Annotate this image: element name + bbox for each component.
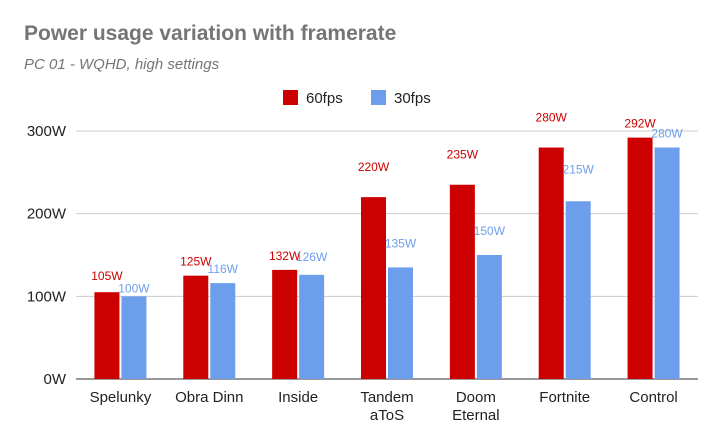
bars xyxy=(94,137,680,379)
data-label: 150W xyxy=(474,224,506,238)
gridlines xyxy=(76,130,698,380)
x-category-label: Spelunky xyxy=(90,389,152,406)
data-label: 280W xyxy=(536,111,568,125)
x-category-label: Obra Dinn xyxy=(175,389,243,406)
bar-30fps xyxy=(210,283,236,379)
bar-30fps xyxy=(388,267,413,379)
data-label: 220W xyxy=(358,160,390,174)
legend: 60fps 30fps xyxy=(283,90,431,107)
data-label: 132W xyxy=(269,249,301,263)
y-tick-label: 0W xyxy=(44,371,67,388)
y-tick-label: 200W xyxy=(27,206,67,223)
data-label: 280W xyxy=(651,127,683,141)
x-category-label: aToS xyxy=(370,407,404,424)
bar-60fps xyxy=(538,147,564,379)
y-tick-label: 100W xyxy=(27,288,67,305)
chart-subtitle: PC 01 - WQHD, high settings xyxy=(24,56,220,73)
bar-30fps xyxy=(565,201,591,379)
bar-30fps xyxy=(476,255,502,379)
x-category-label: Control xyxy=(629,389,677,406)
data-label: 215W xyxy=(563,162,595,176)
legend-swatch-30fps xyxy=(371,90,386,105)
data-label: 125W xyxy=(180,255,212,269)
bar-60fps xyxy=(94,292,120,379)
data-label: 100W xyxy=(118,281,150,295)
data-label: 126W xyxy=(296,250,328,264)
data-label: 235W xyxy=(447,148,479,162)
data-label: 105W xyxy=(91,269,123,283)
bar-30fps xyxy=(654,147,680,379)
x-category-label: Eternal xyxy=(452,407,500,424)
y-tick-label: 300W xyxy=(27,123,67,140)
y-axis-ticks: 0W 100W 200W 300W xyxy=(27,123,67,388)
legend-swatch-60fps xyxy=(283,90,298,105)
x-category-label: Fortnite xyxy=(539,389,590,406)
x-category-label: Tandem xyxy=(360,389,413,406)
x-category-label: Inside xyxy=(278,389,318,406)
x-category-label: Doom xyxy=(456,389,496,406)
chart-title: Power usage variation with framerate xyxy=(24,22,397,45)
bar-60fps xyxy=(272,269,298,379)
bar-60fps xyxy=(183,275,209,379)
data-label: 292W xyxy=(624,117,656,131)
legend-label: 60fps xyxy=(306,90,343,107)
legend-label: 30fps xyxy=(394,90,431,107)
bar-60fps xyxy=(449,184,475,379)
bar-30fps xyxy=(121,296,147,379)
bar-60fps xyxy=(361,197,386,379)
data-label: 116W xyxy=(208,262,239,276)
bar-30fps xyxy=(299,274,325,379)
bar-60fps xyxy=(627,137,653,379)
data-label: 135W xyxy=(385,236,417,250)
